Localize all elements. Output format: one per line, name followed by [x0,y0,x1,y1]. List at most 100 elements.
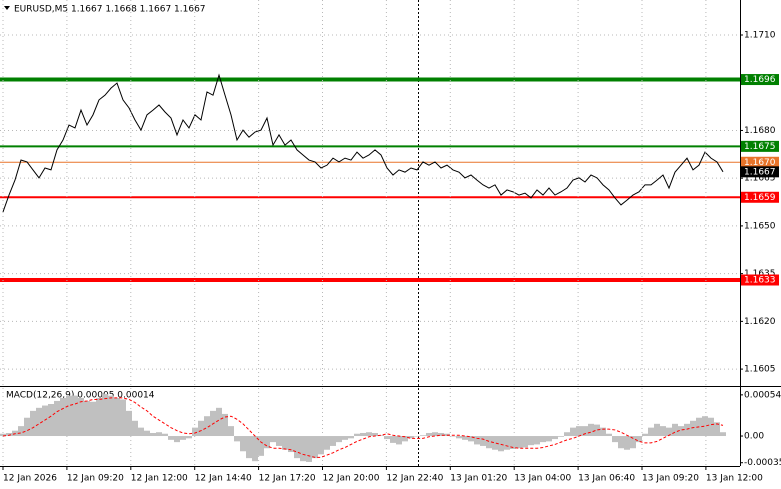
histogram-bar [660,426,666,437]
histogram-bar [240,436,246,452]
histogram-bar [18,426,24,437]
x-tick-label: 12 Jan 22:40 [386,474,443,484]
level-label-box [741,156,779,168]
histogram-bar [24,417,30,437]
histogram-bar [492,436,498,450]
x-tick-label: 13 Jan 01:20 [450,474,507,484]
histogram-bar [606,433,612,437]
histogram-bar [642,433,648,437]
histogram-bar [156,432,162,437]
histogram-bar [234,436,240,442]
histogram-bar [414,436,420,437]
histogram-bar [270,436,276,443]
histogram-bar [540,436,546,443]
level-label: 1.1675 [744,142,776,152]
histogram-bar [354,433,360,437]
histogram-bar [336,436,342,443]
level-label: 1.1670 [744,158,776,168]
histogram-bar [90,401,96,437]
histogram-bar [192,427,198,437]
histogram-bar [432,432,438,437]
x-tick-label: 12 Jan 14:40 [195,474,252,484]
histogram-bar [108,395,114,437]
histogram-bar [702,416,708,437]
y-tick-label: 1.1605 [744,365,776,375]
histogram-bar [132,420,138,437]
histogram-bar [228,426,234,437]
histogram-bar [48,404,54,437]
level-label: 1.1696 [744,75,776,85]
y-tick-label: 0.00054 [744,390,781,400]
histogram-bar [300,436,306,462]
histogram-bar [570,427,576,437]
y-tick-label: 1.1710 [744,31,776,41]
histogram-bar [288,436,294,453]
last-price-label: 1.1667 [744,167,776,177]
histogram-bar [576,426,582,437]
level-label-box [741,274,779,286]
histogram-bar [504,436,510,450]
histogram-bar [198,420,204,437]
x-tick-label: 13 Jan 04:00 [514,474,571,484]
histogram-bar [510,436,516,449]
histogram-bar [60,397,66,437]
histogram-bar [72,395,78,437]
level-label: 1.1633 [744,276,776,286]
histogram-bar [630,436,636,449]
histogram-bar [594,424,600,437]
histogram-bar [612,436,618,443]
y-tick-label: 1.1680 [744,126,776,136]
histogram-bar [618,436,624,449]
histogram-bar [534,436,540,445]
y-tick-label: 1.1665 [744,174,776,184]
y-tick-label: 0.00 [744,432,764,442]
histogram-bar [450,436,456,437]
histogram-bar [678,426,684,437]
y-tick-label: -0.00035 [744,458,781,468]
price-line [2,73,724,213]
histogram-bar [138,427,144,437]
histogram-bar [600,427,606,437]
level-label: 1.1659 [744,193,776,203]
histogram-bar [486,436,492,449]
histogram-bar [360,432,366,437]
histogram-bar [624,436,630,450]
histogram-bar [708,417,714,437]
histogram-bar [654,423,660,437]
histogram-bar [120,399,126,437]
histogram-bar [408,436,414,439]
histogram-bar [378,435,384,437]
histogram-bar [150,432,156,437]
x-tick-label: 12 Jan 20:00 [323,474,380,484]
histogram-bar [666,427,672,437]
histogram-bar [552,436,558,440]
histogram-bar [84,400,90,437]
histogram-bar [204,416,210,437]
histogram-bar [348,436,354,439]
histogram-bar [396,436,402,445]
histogram-bar [564,432,570,437]
histogram-bar [324,436,330,450]
histogram-bar [30,410,36,437]
x-tick-label: 12 Jan 2026 [3,474,57,484]
signal-line [2,397,724,458]
y-tick-label: 1.1650 [744,221,776,231]
histogram-bar [690,420,696,437]
histogram-bar [246,436,252,459]
histogram-bar [216,407,222,437]
histogram-bar [402,436,408,442]
histogram-bar [168,436,174,440]
histogram-bar [648,427,654,437]
y-tick-label: 1.1635 [744,269,776,279]
last-price-box [741,166,779,178]
histogram-bar [330,436,336,446]
histogram-bar [276,436,282,446]
histogram-bar [390,436,396,443]
histogram-bar [252,436,258,462]
histogram-bar [180,436,186,440]
histogram-bar [684,423,690,437]
x-tick-label: 12 Jan 12:00 [131,474,188,484]
histogram-bar [294,436,300,459]
y-tick-label: 1.1620 [744,317,776,327]
histogram-bar [102,394,108,437]
